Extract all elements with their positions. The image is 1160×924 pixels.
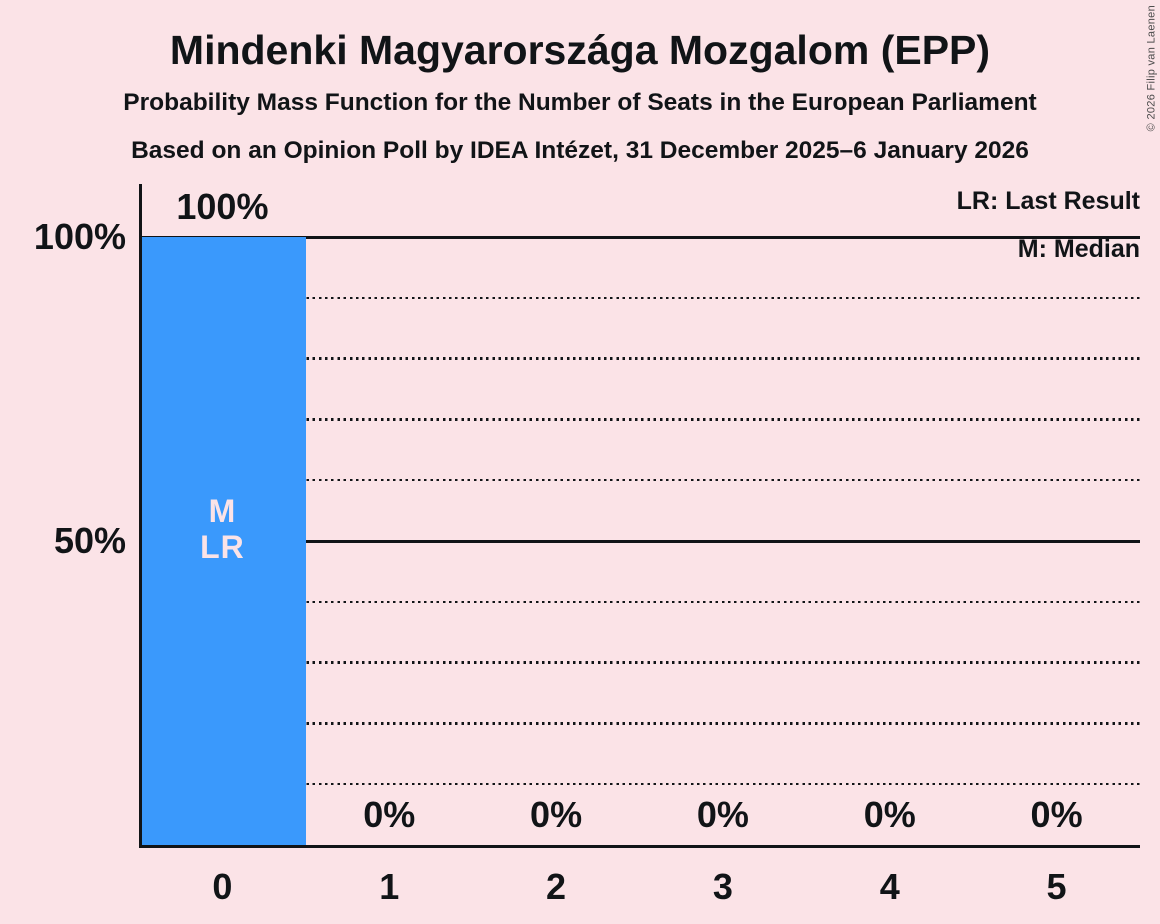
- gridline-dotted-20pct: [139, 722, 1140, 725]
- x-tick-label-seats-5: 5: [1046, 866, 1067, 907]
- bar-value-label-seats-5: 0%: [1030, 794, 1083, 835]
- x-axis-line: [139, 845, 1140, 848]
- y-axis-tick-100pct: 100%: [33, 216, 126, 257]
- y-axis-tick-50pct: 50%: [53, 520, 126, 561]
- copyright-notice: © 2026 Filip van Laenen: [1145, 5, 1157, 132]
- x-tick-label-seats-4: 4: [879, 866, 900, 907]
- gridline-dotted-60pct: [139, 478, 1140, 482]
- chart-subtitle-line1: Probability Mass Function for the Number…: [123, 89, 1037, 116]
- bar-value-label-seats-2: 0%: [530, 794, 583, 835]
- x-tick-label-seats-2: 2: [546, 866, 567, 907]
- x-tick-label-seats-3: 3: [712, 866, 733, 907]
- gridline-dotted-30pct: [139, 661, 1140, 664]
- bar-annotation-median-lastresult: M LR: [139, 493, 306, 565]
- gridline-dotted-10pct: [139, 782, 1140, 786]
- bar-annotation-line: M: [208, 493, 237, 529]
- bar-value-label-seats-3: 0%: [696, 794, 749, 835]
- legend-last-result: LR: Last Result: [956, 187, 1140, 215]
- chart-subtitle-line2: Based on an Opinion Poll by IDEA Intézet…: [131, 137, 1029, 164]
- gridline-dotted-40pct: [139, 600, 1140, 604]
- bar-value-label-seats-1: 0%: [363, 794, 416, 835]
- gridline-solid-50pct: [139, 539, 1140, 543]
- x-tick-label-seats-0: 0: [212, 866, 233, 907]
- gridline-dotted-70pct: [139, 418, 1140, 421]
- gridline-solid-100pct: [139, 235, 1140, 239]
- chart-title: Mindenki Magyarországa Mozgalom (EPP): [169, 27, 991, 73]
- gridline-dotted-90pct: [139, 296, 1140, 300]
- y-axis-labels: 100% 50%: [0, 219, 126, 845]
- legend-median: M: Median: [1017, 235, 1140, 263]
- bar-value-label-seats-0: 100%: [176, 186, 269, 227]
- y-axis-line: [139, 184, 142, 848]
- gridline-dotted-80pct: [139, 357, 1140, 360]
- x-tick-label-seats-1: 1: [379, 866, 400, 907]
- bar-seats-0: [141, 237, 306, 845]
- bar-value-label-seats-4: 0%: [863, 794, 916, 835]
- plot-area: 100% 0 0% 1 0% 2 0% 3 0% 4 0% 5 M LR: [139, 184, 1140, 907]
- bar-annotation-line: LR: [200, 529, 245, 565]
